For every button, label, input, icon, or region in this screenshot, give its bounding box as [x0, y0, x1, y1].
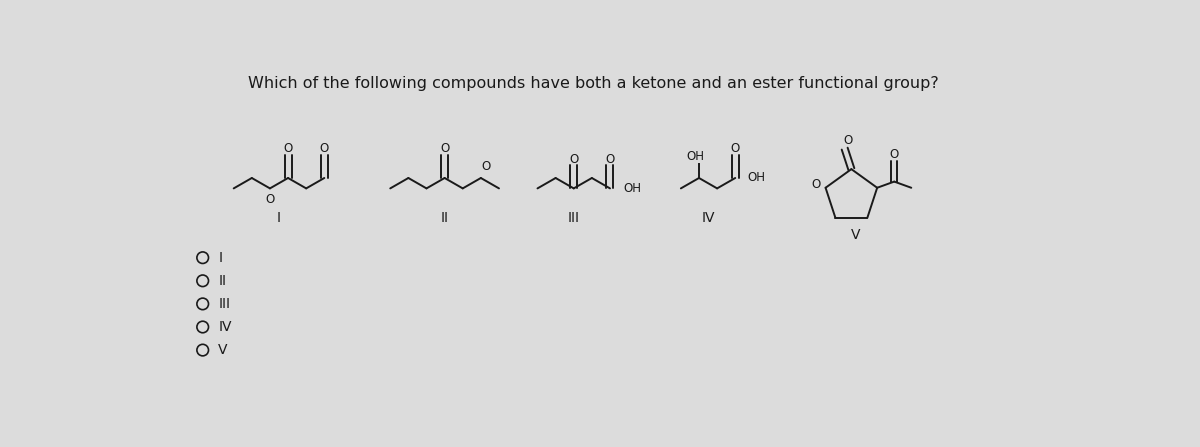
Text: O: O	[440, 142, 449, 155]
Text: O: O	[811, 178, 820, 191]
Text: OH: OH	[623, 182, 641, 195]
Text: OH: OH	[686, 150, 704, 163]
Text: O: O	[319, 142, 329, 155]
Text: O: O	[481, 160, 491, 173]
Text: O: O	[265, 193, 275, 206]
Text: O: O	[569, 152, 578, 166]
Text: O: O	[844, 134, 852, 147]
Text: II: II	[440, 211, 449, 225]
Text: O: O	[605, 152, 614, 166]
Text: OH: OH	[748, 172, 766, 185]
Text: III: III	[218, 297, 230, 311]
Text: V: V	[218, 343, 228, 357]
Text: IV: IV	[701, 211, 715, 225]
Text: O: O	[889, 148, 899, 161]
Text: I: I	[218, 251, 222, 265]
Text: II: II	[218, 274, 226, 288]
Text: Which of the following compounds have both a ketone and an ester functional grou: Which of the following compounds have bo…	[247, 76, 938, 91]
Text: III: III	[568, 211, 580, 225]
Text: V: V	[851, 228, 860, 241]
Text: O: O	[283, 142, 293, 155]
Text: IV: IV	[218, 320, 232, 334]
Text: I: I	[277, 211, 281, 225]
Text: O: O	[731, 142, 740, 155]
